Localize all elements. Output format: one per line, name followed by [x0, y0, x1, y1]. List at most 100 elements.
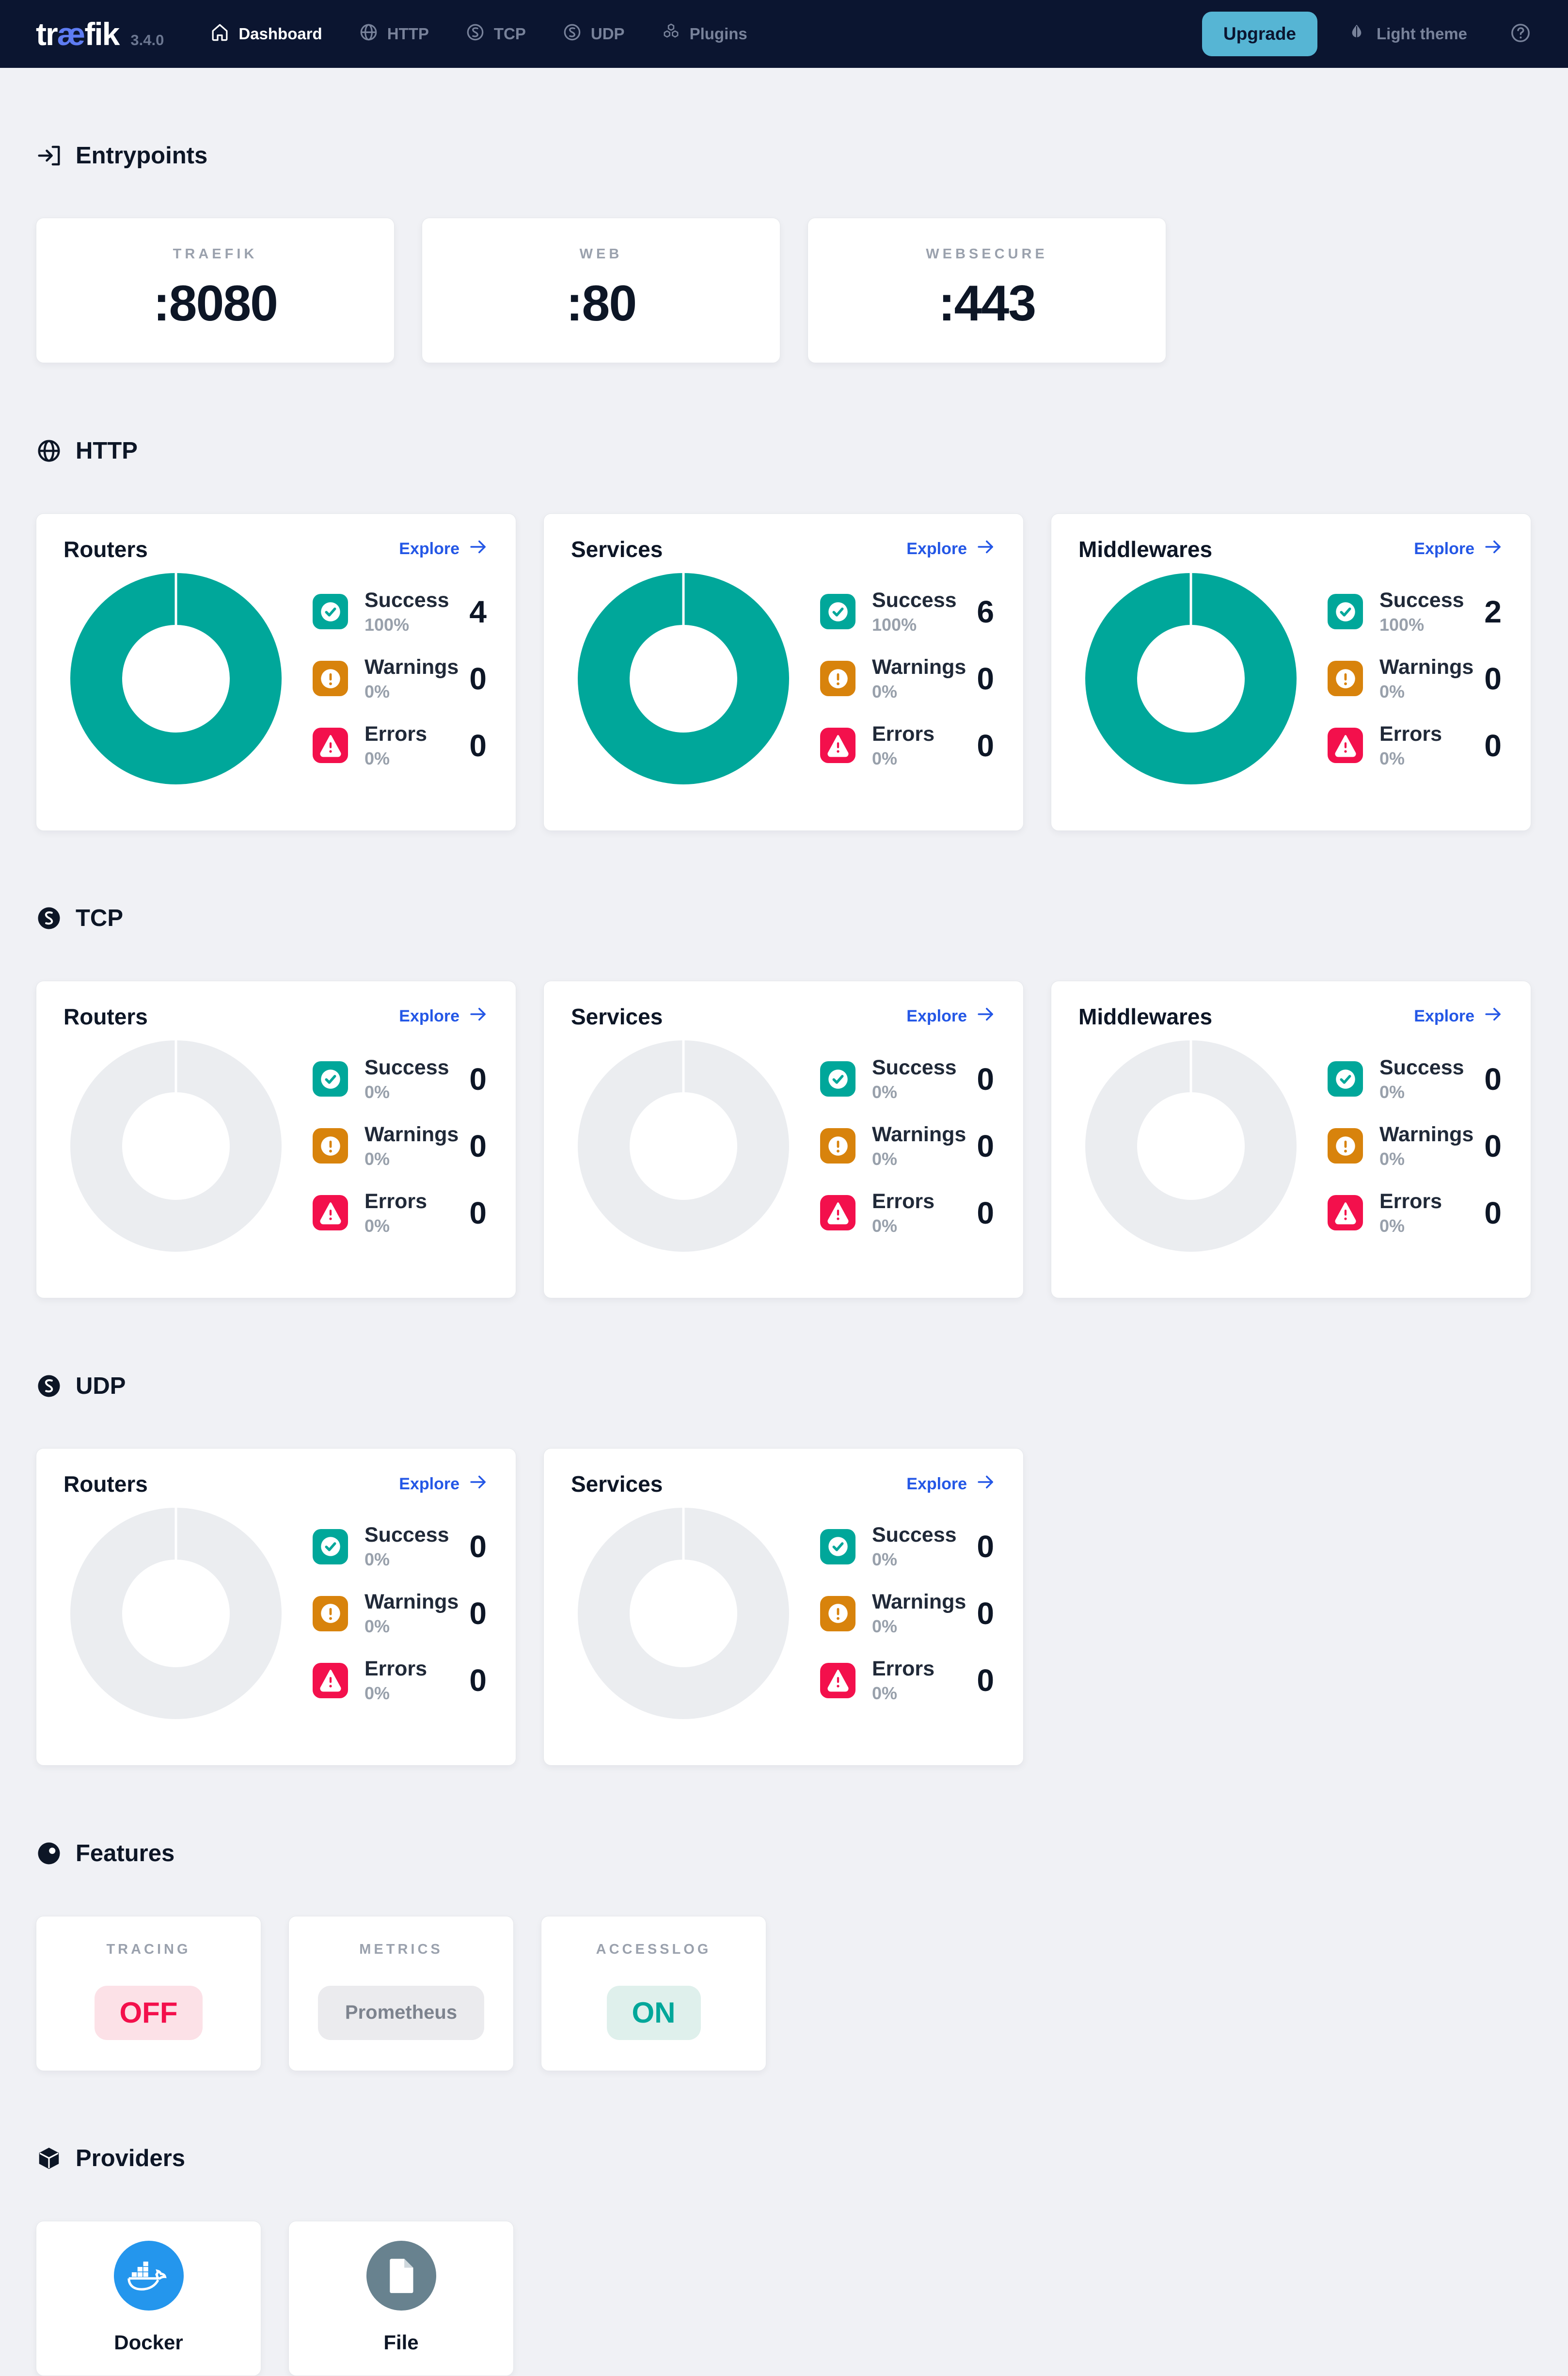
legend-row-warnings: Warnings 0% 0 — [1328, 1123, 1504, 1169]
brand: træfik 3.4.0 — [36, 16, 164, 52]
legend-percent: 0% — [364, 1148, 390, 1169]
legend-percent: 0% — [364, 681, 390, 702]
status-donut-chart — [70, 1508, 282, 1720]
section-header: Entrypoints — [36, 122, 1532, 189]
feature-card-metrics: METRICS Prometheus — [288, 1915, 514, 2071]
tcp-routers-card: Routers Explore Success 0% 0 — [36, 980, 516, 1298]
feature-status-badge: ON — [606, 1985, 701, 2040]
legend-percent: 0% — [1379, 1215, 1405, 1236]
contrast-drop-icon — [1347, 23, 1366, 45]
legend-row-success: Success 0% 0 — [313, 1056, 489, 1102]
status-donut-chart — [70, 573, 282, 784]
success-icon — [1328, 594, 1363, 630]
help-button[interactable] — [1509, 21, 1532, 47]
provider-card-docker[interactable]: Docker — [36, 2220, 261, 2376]
status-donut-chart — [578, 1040, 789, 1252]
legend-label: Success — [364, 588, 449, 612]
error-icon — [820, 1195, 855, 1231]
success-icon — [820, 594, 855, 630]
legend-label: Success — [872, 588, 957, 612]
arrow-right-icon — [1483, 1004, 1504, 1029]
entrypoint-name: WEB — [579, 246, 623, 262]
udp-row: Routers Explore Success 0% 0 — [36, 1448, 1532, 1766]
error-icon — [1328, 728, 1363, 764]
globe-icon — [358, 22, 379, 47]
legend-percent: 0% — [872, 1549, 898, 1570]
explore-link[interactable]: Explore — [399, 1472, 489, 1497]
provider-card-file[interactable]: File — [288, 2220, 514, 2376]
card-title: Services — [571, 1004, 663, 1029]
explore-link[interactable]: Explore — [906, 537, 996, 561]
status-donut-chart — [70, 1040, 282, 1252]
card-title: Services — [571, 536, 663, 562]
http-routers-card: Routers Explore Success 100% 4 — [36, 513, 516, 831]
legend-row-errors: Errors 0% 0 — [820, 1657, 996, 1704]
success-icon — [313, 1529, 348, 1564]
legend-percent: 0% — [872, 1148, 898, 1169]
nav-item-tcp[interactable]: TCP — [465, 22, 526, 47]
help-circle-icon — [1509, 21, 1532, 47]
legend-label: Errors — [1379, 722, 1442, 746]
explore-link[interactable]: Explore — [906, 1004, 996, 1029]
nav-item-http[interactable]: HTTP — [358, 22, 429, 47]
card-title: Services — [571, 1471, 663, 1497]
http-middlewares-card: Middlewares Explore Success 100% 2 — [1051, 513, 1531, 831]
nav-item-udp[interactable]: UDP — [562, 22, 625, 47]
warning-icon — [820, 661, 855, 697]
legend-label: Warnings — [1379, 655, 1474, 679]
legend-label: Warnings — [364, 655, 459, 679]
nav-item-plugins[interactable]: Plugins — [661, 22, 747, 47]
upgrade-button[interactable]: Upgrade — [1202, 12, 1317, 56]
legend-count: 0 — [1484, 1128, 1502, 1164]
warning-icon — [313, 661, 348, 697]
entrypoint-card-traefik[interactable]: TRAEFIK :8080 — [36, 218, 395, 364]
entrypoint-card-web[interactable]: WEB :80 — [422, 218, 780, 364]
legend-label: Warnings — [872, 1590, 966, 1614]
entrypoint-name: TRAEFIK — [173, 246, 258, 262]
explore-link[interactable]: Explore — [399, 1004, 489, 1029]
legend-percent: 0% — [364, 1082, 390, 1102]
explore-label: Explore — [1414, 1007, 1474, 1026]
legend-label: Errors — [872, 722, 935, 746]
explore-link[interactable]: Explore — [1414, 1004, 1504, 1029]
legend-label: Warnings — [364, 1122, 459, 1146]
feature-status-badge: OFF — [94, 1985, 203, 2040]
entrypoint-port: :443 — [938, 275, 1036, 332]
traefik-logo[interactable]: træfik — [36, 16, 120, 52]
providers-row: Docker File — [36, 2220, 1532, 2376]
status-legend: Success 0% 0 Warnings 0% 0 Errors 0% — [820, 1056, 996, 1236]
theme-toggle[interactable]: Light theme — [1347, 23, 1467, 45]
section-http: HTTP Routers Explore Success 100% — [36, 417, 1532, 831]
legend-percent: 0% — [1379, 748, 1405, 768]
logo-text: fik — [84, 16, 120, 52]
legend-count: 0 — [1484, 1195, 1502, 1230]
legend-count: 0 — [977, 1529, 994, 1564]
section-header: Features — [36, 1820, 1532, 1886]
explore-label: Explore — [399, 1474, 459, 1493]
version-label: 3.4.0 — [130, 32, 164, 48]
legend-label: Success — [1379, 588, 1464, 612]
section-features: Features TRACING OFF METRICS Prometheus … — [36, 1820, 1532, 2071]
legend-percent: 0% — [1379, 1082, 1405, 1102]
error-icon — [820, 1662, 855, 1698]
nav-item-dashboard[interactable]: Dashboard — [209, 22, 322, 47]
provider-name: Docker — [114, 2330, 183, 2354]
legend-percent: 0% — [364, 1683, 390, 1704]
features-row: TRACING OFF METRICS Prometheus ACCESSLOG… — [36, 1915, 1532, 2071]
section-entrypoints: Entrypoints TRAEFIK :8080 WEB :80 WEBSEC… — [36, 122, 1532, 364]
tcp-icon — [465, 22, 486, 47]
legend-count: 2 — [1484, 594, 1502, 629]
provider-name: File — [383, 2330, 419, 2354]
entrypoint-card-websecure[interactable]: WEBSECURE :443 — [808, 218, 1166, 364]
explore-link[interactable]: Explore — [1414, 537, 1504, 561]
explore-link[interactable]: Explore — [906, 1472, 996, 1497]
legend-percent: 0% — [364, 1215, 390, 1236]
tcp-services-card: Services Explore Success 0% 0 — [543, 980, 1024, 1298]
tcp-row: Routers Explore Success 0% 0 — [36, 980, 1532, 1298]
explore-link[interactable]: Explore — [399, 537, 489, 561]
package-icon — [36, 2145, 62, 2171]
warning-icon — [313, 1595, 348, 1631]
error-icon — [1328, 1195, 1363, 1231]
legend-row-warnings: Warnings 0% 0 — [820, 1590, 996, 1637]
feature-status-badge: Prometheus — [317, 1985, 485, 2040]
